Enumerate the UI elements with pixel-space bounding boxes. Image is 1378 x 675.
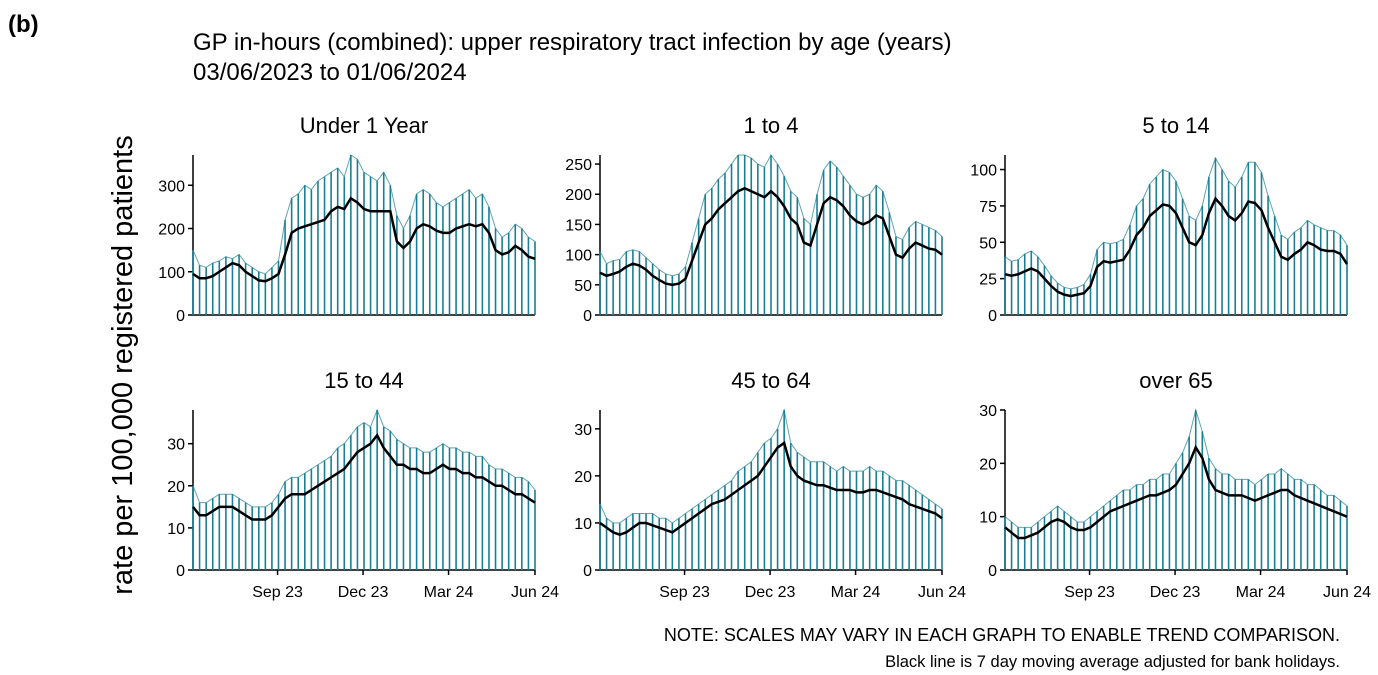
x-tick-label: Jun 24 [511,584,559,601]
x-tick-label: Dec 23 [745,584,796,601]
x-tick-label: Sep 23 [1064,584,1115,601]
y-tick-label: 0 [583,308,592,325]
y-tick-label: 0 [583,563,592,580]
y-tick-label: 50 [979,235,997,252]
y-tick-label: 20 [167,479,185,496]
y-tick-label: 0 [988,563,997,580]
y-tick-label: 20 [979,456,997,473]
daily-line [1004,408,1348,528]
x-tick-label: Jun 24 [918,584,966,601]
chart-subtitle: 03/06/2023 to 01/06/2024 [193,59,467,86]
y-tick-label: 0 [176,563,185,580]
y-tick-label: 200 [565,187,592,204]
y-tick-label: 10 [979,510,997,527]
moving-average-line [192,432,536,521]
x-tick-label: Sep 23 [659,584,710,601]
y-tick-label: 300 [158,178,185,195]
y-tick-label: 25 [979,272,997,289]
y-tick-label: 10 [574,516,592,533]
moving-average-line [599,440,943,537]
x-tick-label: Mar 24 [424,584,474,601]
y-tick-label: 30 [167,437,185,454]
y-tick-label: 100 [158,265,185,282]
note: Black line is 7 day moving average adjus… [885,653,1340,671]
x-tick-label: Dec 23 [1150,584,1201,601]
y-tick-label: 20 [574,469,592,486]
y-axis-label: rate per 100,000 registered patients [107,135,139,594]
moving-average-line [1004,196,1349,298]
y-tick-label: 100 [565,248,592,265]
x-tick-label: Mar 24 [1236,584,1286,601]
x-tick-label: Dec 23 [338,584,389,601]
daily-line [599,408,943,524]
y-tick-label: 0 [176,308,185,325]
x-tick-label: Mar 24 [831,584,881,601]
y-tick-label: 10 [167,521,185,538]
y-tick-label: 30 [979,403,997,420]
daily-line [192,408,536,508]
y-tick-label: 200 [158,222,185,239]
x-tick-label: Sep 23 [252,584,303,601]
facet-title: 1 to 4 [743,113,798,138]
y-tick-label: 50 [574,278,592,295]
x-tick-label: Jun 24 [1323,584,1371,601]
chart-title: GP in-hours (combined): upper respirator… [193,29,952,56]
note: NOTE: SCALES MAY VARY IN EACH GRAPH TO E… [664,625,1340,645]
y-tick-label: 150 [565,217,592,234]
y-tick-label: 75 [979,199,997,216]
y-tick-label: 100 [970,163,997,180]
facet-title: Under 1 Year [300,113,428,138]
facet-title: 5 to 14 [1142,113,1209,138]
facet-title: 45 to 64 [731,368,811,393]
facet-title: over 65 [1139,368,1212,393]
y-tick-label: 30 [574,422,592,439]
moving-average-line [599,186,943,287]
facet-title: 15 to 44 [324,368,404,393]
daily-line [1004,156,1348,290]
daily-line [599,154,943,277]
moving-average-line [1004,444,1348,540]
y-tick-label: 0 [988,308,997,325]
moving-average-line [192,196,536,283]
panel-label: (b) [8,11,39,38]
y-tick-label: 250 [565,157,592,174]
daily-line [192,154,536,275]
